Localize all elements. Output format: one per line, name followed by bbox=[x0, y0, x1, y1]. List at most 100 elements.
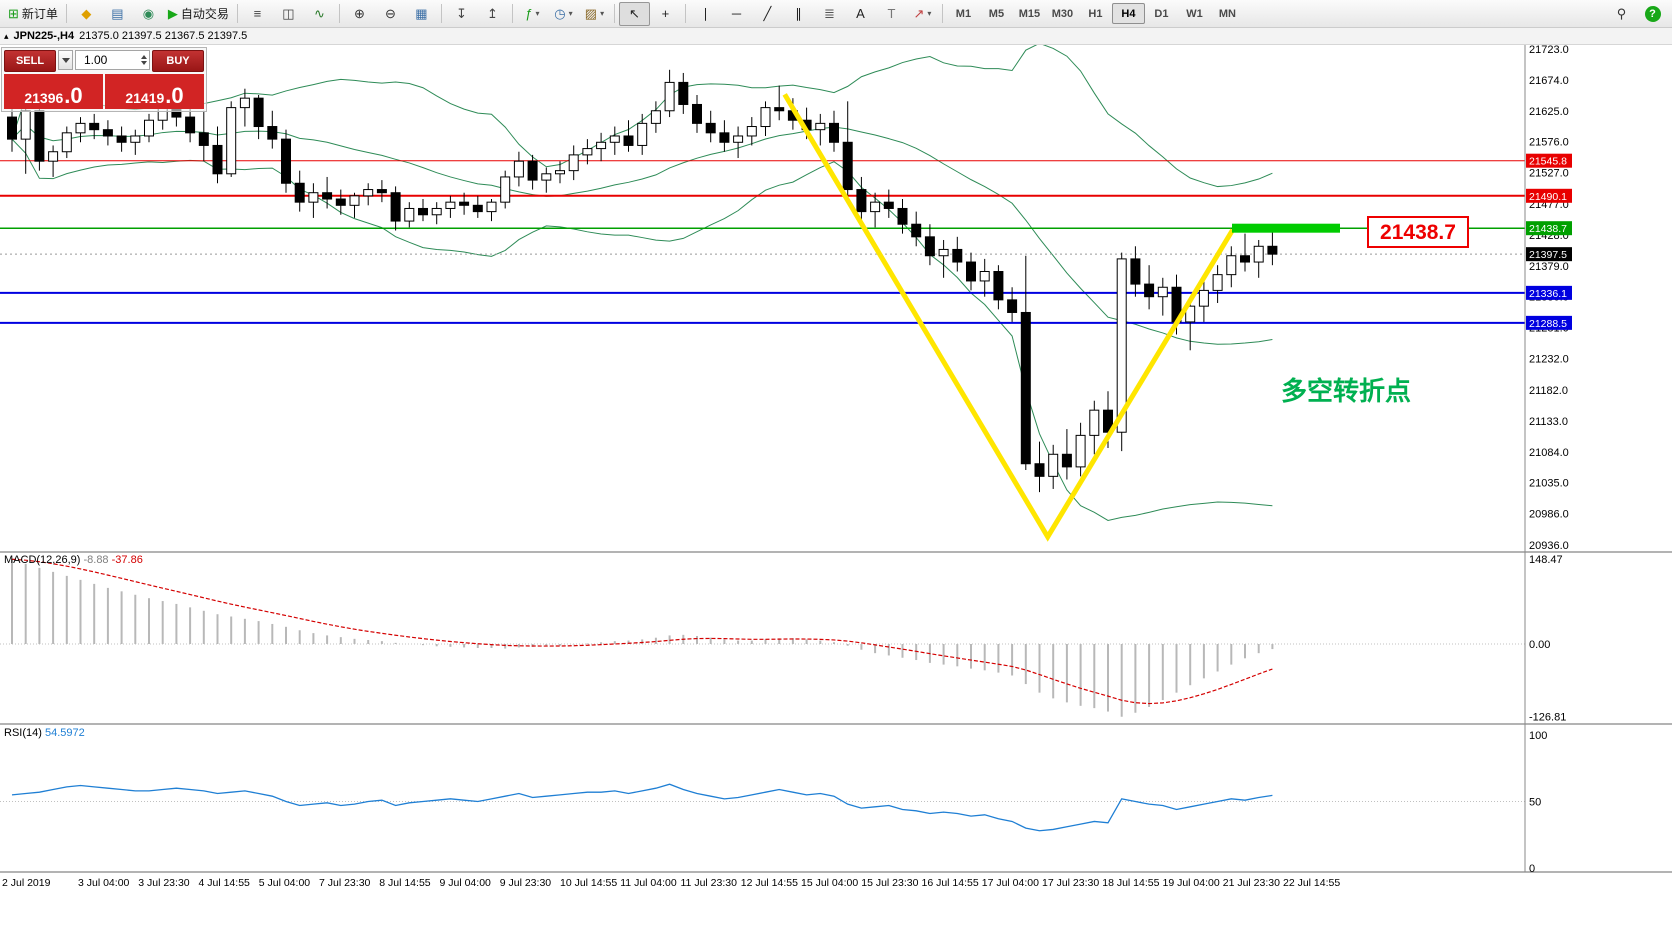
trendline-button[interactable]: ╱ bbox=[752, 2, 783, 26]
navigator-button[interactable]: ◉ bbox=[133, 2, 164, 26]
bar-chart-button[interactable]: ≡ bbox=[242, 2, 273, 26]
time-axis-label: 19 Jul 04:00 bbox=[1163, 877, 1220, 889]
toolbar-separator bbox=[511, 4, 513, 23]
candle-body bbox=[1116, 258, 1127, 433]
turning-point-label[interactable]: 多空转折点 bbox=[1281, 376, 1411, 406]
candle-body bbox=[966, 261, 976, 282]
candle-body bbox=[226, 107, 237, 175]
sell-button[interactable]: SELL bbox=[4, 50, 56, 72]
sell-price-main: 21396 bbox=[24, 89, 64, 106]
candle-body bbox=[650, 110, 661, 124]
price-axis-label: 21182.0 bbox=[1529, 385, 1568, 397]
volume-input[interactable]: 1.00 bbox=[75, 50, 150, 70]
candle-body bbox=[555, 170, 565, 175]
candlestick-chart-button[interactable]: ◫ bbox=[273, 2, 304, 26]
sell-price-display[interactable]: 21396 .0 bbox=[4, 74, 103, 109]
timeframe-h1-button[interactable]: H1 bbox=[1088, 7, 1103, 20]
help-button[interactable]: ? bbox=[1637, 2, 1668, 26]
rsi-panel: RSI(14) 54.5972 bbox=[0, 727, 1525, 832]
candle-body bbox=[1048, 453, 1059, 477]
volume-stepper[interactable] bbox=[141, 55, 147, 65]
buy-price-display[interactable]: 21419 .0 bbox=[105, 74, 204, 109]
market-watch-button[interactable]: ◆ bbox=[71, 2, 102, 26]
volume-dropdown-button[interactable] bbox=[58, 50, 73, 70]
time-axis-label: 17 Jul 04:00 bbox=[982, 877, 1039, 889]
cursor-button[interactable]: ↖ bbox=[618, 1, 650, 26]
buy-price-main: 21419 bbox=[125, 89, 165, 106]
chart-tab-icon: ▴ bbox=[4, 30, 9, 41]
zoom-in-button[interactable]: ⊕ bbox=[344, 2, 375, 26]
label-button[interactable]: T bbox=[876, 2, 907, 26]
arrows-button[interactable]: ↗ ▾ bbox=[907, 2, 938, 26]
data-window-button[interactable]: ▤ bbox=[102, 2, 133, 26]
trend-line-v[interactable] bbox=[782, 93, 1235, 542]
toolbar-group-arrange: ↧ ↥ bbox=[446, 2, 508, 26]
buy-price-frac: .0 bbox=[165, 83, 184, 109]
timeframe-m15-button[interactable]: M15 bbox=[1018, 7, 1041, 20]
timeframe-m5-button[interactable]: M5 bbox=[988, 7, 1005, 20]
price-axis-label: 21527.0 bbox=[1529, 168, 1569, 180]
candle-body bbox=[637, 122, 648, 146]
line-chart-icon: ∿ bbox=[313, 6, 325, 21]
candle-body bbox=[7, 116, 17, 140]
horizontal-line-button[interactable]: ─ bbox=[721, 2, 752, 26]
price-axis-label: 21084.0 bbox=[1529, 447, 1569, 459]
crosshair-button[interactable]: + bbox=[650, 2, 681, 26]
cascade-windows-button[interactable]: ↥ bbox=[477, 2, 508, 26]
sell-price-frac: .0 bbox=[64, 83, 83, 109]
text-button[interactable]: A bbox=[845, 2, 876, 26]
chart-area[interactable]: 多空转折点 21438.7 MACD(12,26,9) -8.88 -37.86 RS… bbox=[0, 45, 1672, 950]
candle-body bbox=[733, 135, 744, 143]
timeframe-m1-button[interactable]: M1 bbox=[955, 7, 972, 20]
time-axis-label: 22 Jul 14:55 bbox=[1283, 877, 1340, 889]
price-callout-text: 21438.7 bbox=[1380, 221, 1456, 244]
fibonacci-button[interactable]: ≣ bbox=[814, 2, 845, 26]
autotrading-button[interactable]: ▶ 自动交易 bbox=[164, 2, 233, 26]
bb-middle-line[interactable] bbox=[11, 124, 1273, 345]
price-axis-label: 20986.0 bbox=[1529, 509, 1569, 521]
templates-button[interactable]: ▨ ▾ bbox=[579, 2, 610, 26]
candle-body bbox=[911, 223, 922, 238]
candle-body bbox=[1061, 453, 1072, 468]
time-axis-label: 9 Jul 04:00 bbox=[440, 877, 492, 889]
time-axis-label: 8 Jul 14:55 bbox=[379, 877, 431, 889]
timeframe-w1-button[interactable]: W1 bbox=[1186, 7, 1203, 20]
zoom-out-button[interactable]: ⊖ bbox=[375, 2, 406, 26]
timeframe-h4-button[interactable]: H4 bbox=[1111, 3, 1145, 24]
candle-body bbox=[445, 201, 456, 209]
candle-body bbox=[349, 195, 360, 206]
price-callout-box[interactable] bbox=[1367, 216, 1469, 248]
candle-body bbox=[897, 207, 908, 225]
channel-button[interactable]: ∥ bbox=[783, 2, 814, 26]
new-order-button[interactable]: ⊞ 新订单 bbox=[4, 2, 62, 26]
indicators-button[interactable]: ƒ ▾ bbox=[517, 2, 548, 26]
candle-body bbox=[459, 201, 470, 206]
candle-body bbox=[1240, 255, 1250, 263]
price-axis-label: 21133.0 bbox=[1529, 416, 1568, 428]
arrange-windows-button[interactable]: ↧ bbox=[446, 2, 477, 26]
buy-button[interactable]: BUY bbox=[152, 50, 204, 72]
candle-body bbox=[582, 148, 593, 156]
candle-body bbox=[130, 135, 141, 143]
candle-body bbox=[75, 122, 86, 134]
level-21288.5-flag bbox=[1526, 315, 1572, 330]
key-level-highlight[interactable] bbox=[1232, 223, 1340, 233]
candle-body bbox=[746, 126, 757, 137]
line-chart-button[interactable]: ∿ bbox=[304, 2, 335, 26]
candle-body bbox=[102, 129, 113, 137]
timeframe-d1-button[interactable]: D1 bbox=[1154, 7, 1169, 20]
chart-canvas[interactable]: 多空转折点 21438.7 MACD(12,26,9) -8.88 -37.86 RS… bbox=[0, 45, 1672, 950]
symbol-search-button[interactable]: ⚲ bbox=[1606, 2, 1637, 26]
timeframe-mn-button[interactable]: MN bbox=[1218, 7, 1236, 20]
vertical-line-button[interactable]: ∣ bbox=[690, 2, 721, 26]
caret-down-icon: ▾ bbox=[535, 9, 540, 18]
candle-body bbox=[829, 122, 839, 143]
tile-windows-button[interactable]: ▦ bbox=[406, 2, 437, 26]
timeframe-m30-button[interactable]: M30 bbox=[1051, 7, 1074, 20]
price-axis[interactable]: 21723.021674.021625.021576.021527.021477… bbox=[1526, 45, 1572, 875]
level-21490.1-flag bbox=[1526, 188, 1572, 203]
toolbar-group-panels: ◆ ▤ ◉ ▶ 自动交易 bbox=[71, 2, 233, 26]
time-axis[interactable]: 2 Jul 2019 3 Jul 04:00 3 Jul 23:30 4 Jul 14… bbox=[2, 877, 1340, 889]
candle-body bbox=[1226, 255, 1237, 276]
periods-button[interactable]: ◷ ▾ bbox=[548, 2, 579, 26]
